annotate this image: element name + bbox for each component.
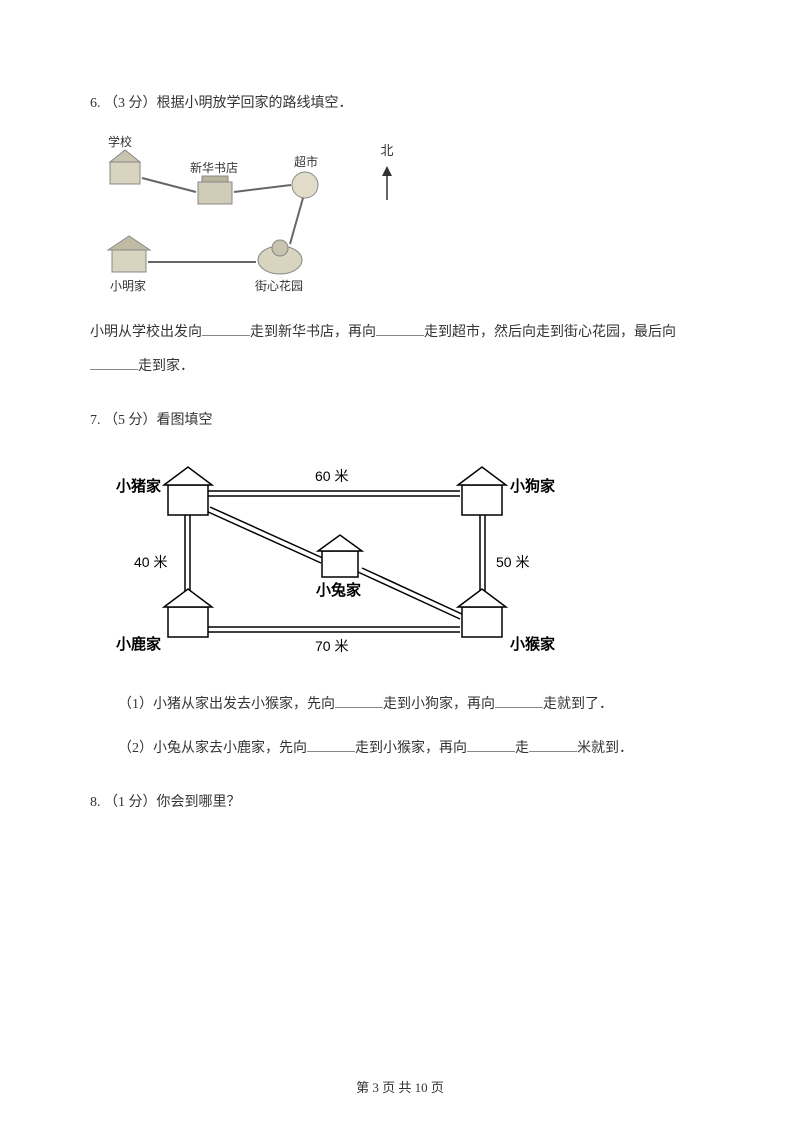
q7-s1-mid: 走到小狗家，再向 — [383, 697, 495, 712]
rabbit-house-icon — [318, 535, 362, 577]
deer-house-icon — [164, 589, 212, 637]
q6-blank-3[interactable] — [90, 356, 138, 370]
compass-icon: 北 — [380, 138, 394, 202]
path-supermarket-garden — [290, 198, 303, 244]
bookstore-icon — [198, 176, 232, 204]
school-icon — [110, 150, 140, 184]
home-label: 小明家 — [110, 278, 146, 293]
supermarket-icon — [292, 172, 318, 198]
q6-body: 小明从学校出发向 走到新华书店，再向 走到超市，然后向走到街心花园，最后向 走到家． — [90, 316, 710, 383]
deer-label: 小鹿家 — [116, 635, 161, 653]
rabbit-label: 小兔家 — [316, 581, 361, 599]
question-6: 6. （3 分）根据小明放学回家的路线填空． 学校 新华书店 超市 — [90, 90, 710, 383]
home-icon — [108, 236, 150, 272]
path-bookstore-supermarket — [234, 185, 291, 192]
q6-stem-line: 6. （3 分）根据小明放学回家的路线填空． — [90, 90, 710, 118]
bookstore-label: 新华书店 — [190, 160, 238, 175]
q7-s2-blank-1[interactable] — [307, 738, 355, 752]
q7-s2-blank-3[interactable] — [529, 738, 577, 752]
dog-house-icon — [458, 467, 506, 515]
q7-stem: 看图填空 — [157, 413, 213, 428]
q7-number: 7. — [90, 413, 101, 428]
q6-body-p3: 走到超市，然后向走到街心花园，最后向 — [424, 325, 676, 340]
q6-figure: 学校 新华书店 超市 街心花园 小明家 — [90, 130, 710, 300]
dist-left: 40 米 — [134, 554, 167, 570]
q7-s1-suffix: 走就到了． — [543, 697, 613, 712]
q7-s2-mid2: 走 — [515, 741, 529, 756]
q6-blank-2[interactable] — [376, 322, 424, 336]
q6-body-p4: 走到家． — [138, 359, 194, 374]
q6-points: （3 分） — [104, 96, 157, 111]
q7-stem-line: 7. （5 分）看图填空 — [90, 407, 710, 435]
q8-stem-line: 8. （1 分）你会到哪里？ — [90, 789, 710, 817]
dist-right: 50 米 — [496, 554, 529, 570]
question-7: 7. （5 分）看图填空 — [90, 407, 710, 765]
pig-house-icon — [164, 467, 212, 515]
q7-s1-blank-2[interactable] — [495, 694, 543, 708]
question-8: 8. （1 分）你会到哪里？ — [90, 789, 710, 817]
q6-body-p1: 小明从学校出发向 — [90, 325, 202, 340]
school-label: 学校 — [108, 134, 132, 149]
q7-s2-blank-2[interactable] — [467, 738, 515, 752]
q6-route-map: 学校 新华书店 超市 街心花园 小明家 — [90, 130, 350, 300]
q7-sub2: （2）小兔从家去小鹿家，先向 走到小猴家，再向 走 米就到． — [90, 732, 710, 766]
dist-top: 60 米 — [315, 468, 348, 484]
page-number: 第 3 页 共 10 页 — [356, 1080, 444, 1095]
compass-arrow-icon — [380, 166, 394, 202]
q7-s2-suffix: 米就到． — [577, 741, 633, 756]
path-school-bookstore — [142, 178, 196, 192]
q7-points: （5 分） — [104, 413, 157, 428]
q7-s2-mid1: 走到小猴家，再向 — [355, 741, 467, 756]
page-footer: 第 3 页 共 10 页 — [0, 1077, 800, 1096]
compass-north-label: 北 — [380, 138, 393, 164]
q7-sub1: （1）小猪从家出发去小猴家，先向 走到小狗家，再向 走就到了． — [90, 688, 710, 722]
q6-stem: 根据小明放学回家的路线填空． — [157, 96, 353, 111]
q8-stem: 你会到哪里？ — [157, 795, 241, 810]
q7-s2-prefix: （2）小兔从家去小鹿家，先向 — [118, 741, 307, 756]
supermarket-label: 超市 — [294, 154, 318, 169]
garden-label: 街心花园 — [255, 278, 303, 293]
monkey-label: 小猴家 — [510, 635, 555, 653]
pig-label: 小猪家 — [116, 477, 161, 495]
dist-bottom: 70 米 — [315, 638, 348, 654]
q8-points: （1 分） — [104, 795, 157, 810]
q6-number: 6. — [90, 96, 101, 111]
q8-number: 8. — [90, 795, 101, 810]
q7-house-diagram: 小猪家 小狗家 小兔家 小鹿家 小猴家 60 米 40 米 50 米 70 米 — [110, 447, 590, 667]
q6-body-p2: 走到新华书店，再向 — [250, 325, 376, 340]
dog-label: 小狗家 — [510, 477, 555, 495]
q7-s1-prefix: （1）小猪从家出发去小猴家，先向 — [118, 697, 335, 712]
monkey-house-icon — [458, 589, 506, 637]
q6-blank-1[interactable] — [202, 322, 250, 336]
q7-s1-blank-1[interactable] — [335, 694, 383, 708]
garden-icon — [258, 240, 302, 274]
